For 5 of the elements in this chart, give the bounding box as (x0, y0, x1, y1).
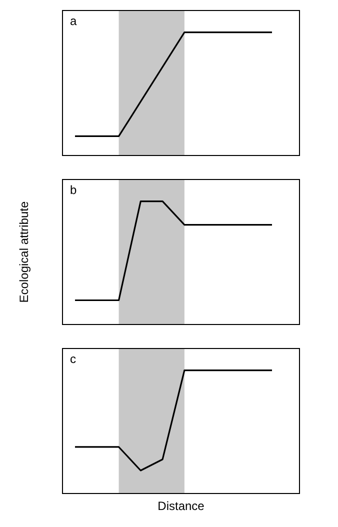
text: a (70, 14, 77, 28)
text: c (70, 352, 76, 366)
x-axis-title: Distance (156, 499, 206, 513)
y-axis-title: Ecological attribute (17, 201, 31, 303)
text: b (70, 183, 77, 197)
